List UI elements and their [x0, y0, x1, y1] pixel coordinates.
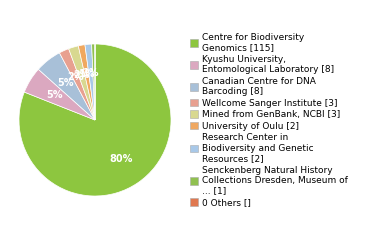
Text: 5%: 5%	[58, 78, 74, 88]
Text: 1%: 1%	[78, 69, 95, 79]
Wedge shape	[69, 46, 95, 120]
Wedge shape	[85, 44, 95, 120]
Wedge shape	[19, 44, 171, 196]
Wedge shape	[92, 44, 95, 120]
Text: 5%: 5%	[47, 90, 63, 100]
Text: 1%: 1%	[82, 68, 99, 78]
Text: 2%: 2%	[73, 70, 90, 80]
Wedge shape	[38, 53, 95, 120]
Text: 80%: 80%	[110, 154, 133, 164]
Legend: Centre for Biodiversity
Genomics [115], Kyushu University,
Entomological Laborat: Centre for Biodiversity Genomics [115], …	[190, 33, 348, 207]
Wedge shape	[24, 69, 95, 120]
Wedge shape	[59, 49, 95, 120]
Text: 2%: 2%	[68, 72, 84, 82]
Wedge shape	[78, 45, 95, 120]
